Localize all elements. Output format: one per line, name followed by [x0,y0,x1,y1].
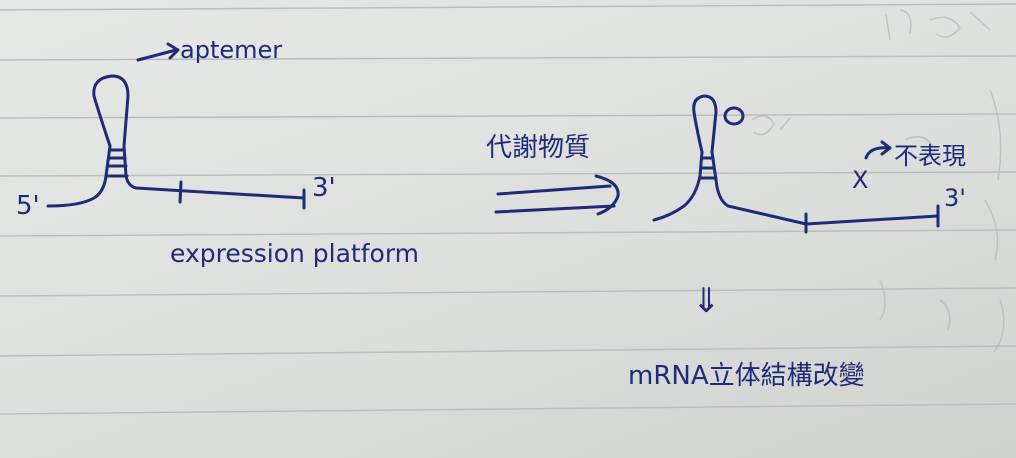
five-prime-label: 5' [16,191,40,221]
rule-line [0,171,1016,177]
metabolite-molecule [723,106,745,126]
rule-line [0,287,1016,297]
three-prime-left-label: 3' [312,173,336,203]
rule-line [0,403,1016,415]
rule-line [0,229,1016,237]
aptamer-loop [92,74,130,148]
not-expressed-label: 不表現 [894,142,966,170]
reaction-arrow [494,174,620,216]
down-arrow-icon: ⇓ [692,281,721,321]
bleed-through-marks [751,9,1005,353]
rule-line [0,345,1016,357]
not-expressed-arrow [864,140,892,160]
stem-left-strand-bound [652,150,704,222]
expression-platform-label: expression platform [170,239,419,268]
rule-line [0,113,1016,119]
riboswitch-left [46,42,306,210]
mrna-change-label: mRNA立体結構改變 [628,361,865,391]
stem-right-strand-bound [710,150,940,226]
aptamer-label: aptemer [180,36,282,64]
riboswitch-right [652,94,940,234]
rule-line [0,3,1016,11]
metabolite-label: 代謝物質 [486,133,590,163]
stem-right-strand [122,144,306,200]
three-prime-right-label: 3' [944,184,966,212]
aptamer-loop-bound [692,94,718,154]
strand-tick [178,180,183,204]
aptamer-arrow [136,42,180,62]
ruled-lines [0,3,1016,415]
stem-left-strand [46,144,112,208]
x-mark: X [852,166,868,194]
